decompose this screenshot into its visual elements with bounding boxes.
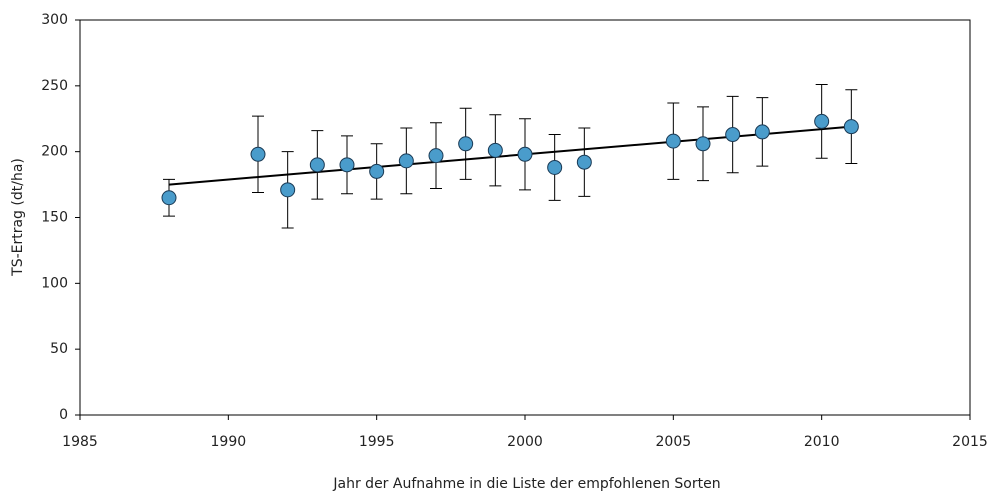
x-tick-label: 1990 xyxy=(211,434,247,450)
x-tick-label: 1995 xyxy=(359,434,395,450)
plot-frame xyxy=(79,19,971,416)
data-point xyxy=(339,157,355,173)
x-tick-label: 2000 xyxy=(507,434,543,450)
x-tick-label: 1985 xyxy=(62,434,98,450)
y-tick-label: 300 xyxy=(41,12,68,28)
x-tick-label: 2005 xyxy=(656,434,692,450)
data-point xyxy=(517,146,533,162)
data-point xyxy=(695,136,711,152)
y-tick-label: 0 xyxy=(59,407,68,423)
data-point xyxy=(754,124,770,140)
data-point xyxy=(725,127,741,143)
y-tick-label: 200 xyxy=(41,144,68,160)
data-point xyxy=(814,113,830,129)
data-point xyxy=(161,190,177,206)
data-point xyxy=(665,133,681,149)
data-point xyxy=(309,157,325,173)
data-point xyxy=(458,136,474,152)
y-tick-label: 250 xyxy=(41,78,68,94)
y-axis-label: TS-Ertrag (dt/ha) xyxy=(10,158,26,277)
data-point xyxy=(398,153,414,169)
x-axis-label: Jahr der Aufnahme in die Liste der empfo… xyxy=(332,476,720,492)
y-tick-label: 100 xyxy=(41,275,68,291)
x-tick-label: 2015 xyxy=(952,434,988,450)
data-point xyxy=(547,159,563,175)
x-tick-label: 2010 xyxy=(804,434,840,450)
data-point xyxy=(843,119,859,135)
data-point xyxy=(369,163,385,179)
data-point xyxy=(487,142,503,158)
y-tick-label: 150 xyxy=(41,210,68,226)
data-point xyxy=(428,148,444,164)
y-tick-label: 50 xyxy=(50,341,68,357)
data-point xyxy=(280,182,296,198)
data-point xyxy=(576,154,592,170)
data-point xyxy=(250,146,266,162)
trend-line xyxy=(168,125,852,186)
